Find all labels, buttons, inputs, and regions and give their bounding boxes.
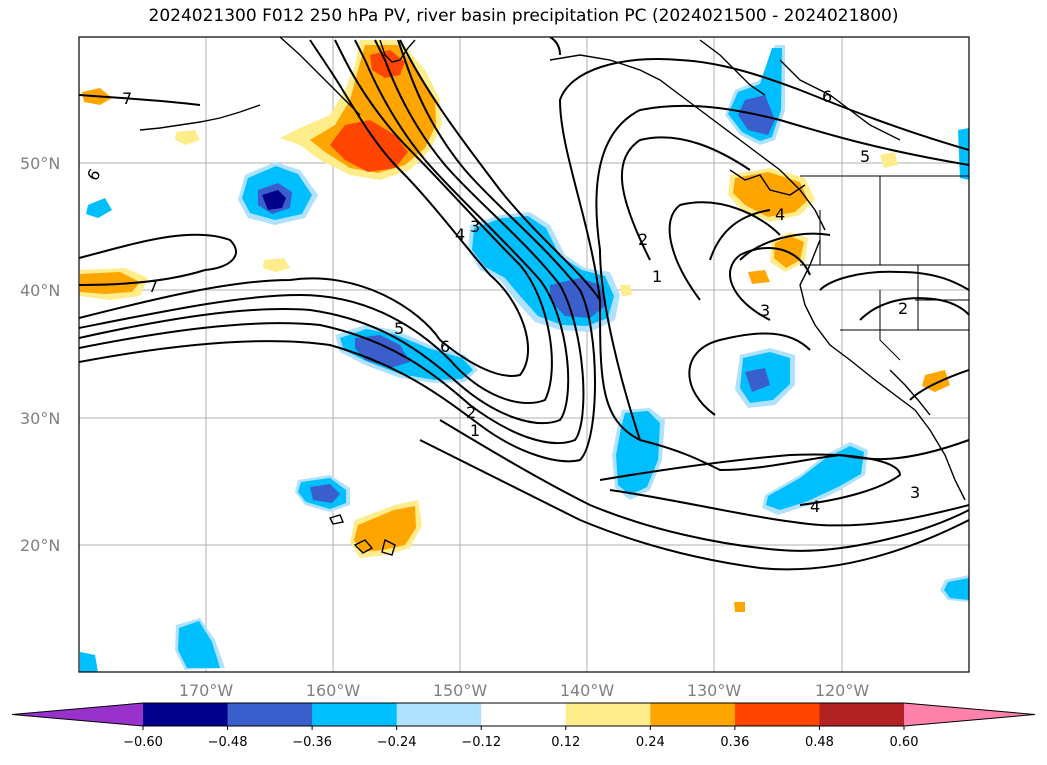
contour-label: 1 xyxy=(470,421,480,440)
map-title: 2024021300 F012 250 hPa PV, river basin … xyxy=(148,6,899,26)
lon-label: 150°W xyxy=(433,681,488,700)
colorbar-tick-label: 0.24 xyxy=(636,735,665,750)
colorbar-segment xyxy=(819,703,905,726)
colorbar-tick-label: −0.24 xyxy=(377,735,417,750)
contour-label: 5 xyxy=(860,147,870,166)
colorbar-segment xyxy=(312,703,398,726)
contour-label: 3 xyxy=(470,217,480,236)
lon-label: 140°W xyxy=(560,681,615,700)
contour-label: 6 xyxy=(822,87,832,106)
contour-label: 4 xyxy=(775,205,785,224)
colorbar-tick-label: −0.48 xyxy=(208,735,248,750)
lat-label: 40°N xyxy=(20,281,60,300)
contour-label: 7 xyxy=(148,277,158,296)
colorbar-tick-label: −0.36 xyxy=(292,735,332,750)
contour-label: 4 xyxy=(810,497,820,516)
contour-label: 7 xyxy=(122,89,132,108)
lat-label: 50°N xyxy=(20,154,60,173)
colorbar-segment xyxy=(227,703,313,726)
contour-label: 6 xyxy=(440,337,450,356)
lon-label: 160°W xyxy=(306,681,361,700)
colorbar-segment xyxy=(734,703,820,726)
map-background xyxy=(79,37,969,672)
contour-label: 4 xyxy=(455,225,465,244)
colorbar-segment xyxy=(396,703,482,726)
longitude-labels: 170°W 160°W 150°W 140°W 130°W 120°W xyxy=(179,681,870,700)
colorbar-tick-label: 0.48 xyxy=(805,735,834,750)
lon-label: 130°W xyxy=(687,681,742,700)
colorbar-extend-high xyxy=(904,703,1035,726)
contour-label: 1 xyxy=(652,267,662,286)
coastlines xyxy=(139,37,966,556)
negative-precip-shading xyxy=(80,45,969,672)
colorbar: −0.60 −0.48 −0.36 −0.24 −0.12 0.12 0.24 0.36 0.4… xyxy=(11,702,1036,750)
colorbar-extend-low xyxy=(12,703,143,726)
contour-label: 5 xyxy=(394,319,404,338)
positive-precip-shading xyxy=(80,40,950,612)
contour-label: 2 xyxy=(898,299,908,318)
colorbar-segment xyxy=(143,703,229,726)
contour-label: 3 xyxy=(760,301,770,320)
colorbar-tick-label: 0.60 xyxy=(890,735,919,750)
colorbar-tick-label: 0.36 xyxy=(720,735,749,750)
lon-label: 170°W xyxy=(179,681,234,700)
colorbar-tick-label: 0.12 xyxy=(551,735,580,750)
pv-contours xyxy=(79,37,969,571)
lat-label: 30°N xyxy=(20,409,60,428)
colorbar-tick-label: −0.60 xyxy=(123,735,163,750)
contour-label: 2 xyxy=(638,230,648,249)
colorbar-segment xyxy=(565,703,651,726)
colorbar-segment xyxy=(481,703,567,726)
contour-label: 3 xyxy=(910,483,920,502)
contour-label: 2 xyxy=(466,403,476,422)
latitude-labels: 50°N 40°N 30°N 20°N xyxy=(20,154,60,555)
lon-label: 120°W xyxy=(815,681,870,700)
colorbar-tick-label: −0.12 xyxy=(461,735,501,750)
lat-label: 20°N xyxy=(20,536,60,555)
colorbar-segment xyxy=(650,703,736,726)
map-frame xyxy=(78,36,970,673)
